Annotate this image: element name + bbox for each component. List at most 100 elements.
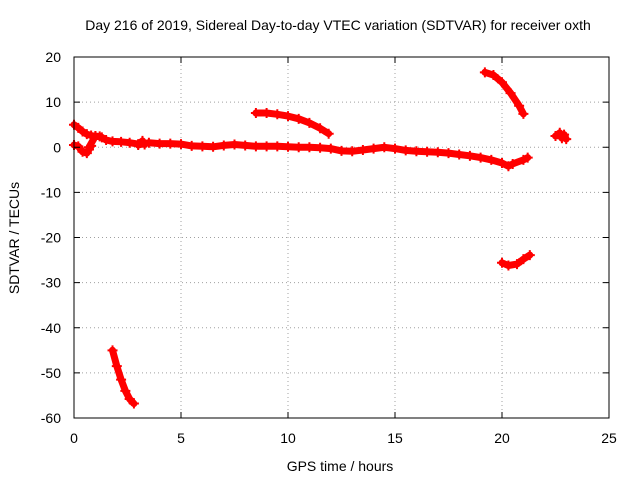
data-point [143,137,154,148]
data-point [304,117,315,128]
x-tick-label: 15 [387,430,403,446]
y-axis-label: SDTVAR / TECUs [6,182,22,294]
data-point [283,111,293,122]
y-tick-label: 20 [45,49,61,65]
data-point [488,70,499,81]
data-point [250,107,261,118]
data-point [336,145,347,156]
series-line [109,346,138,408]
data-point [261,107,272,118]
data-point [518,108,529,119]
data-point [379,142,390,153]
data-point [497,158,507,169]
data-point [272,109,283,120]
data-point [486,154,497,165]
series-arc-4 [133,137,533,172]
data-point [368,143,379,154]
data-point [90,130,101,141]
data-point [73,141,84,152]
x-tick-label: 10 [280,430,296,446]
data-point [128,398,139,409]
data-point [505,88,516,99]
y-tick-label: -60 [41,410,61,426]
data-point [83,142,94,153]
data-point [454,149,465,160]
series-arc-9 [107,345,139,409]
series-arc-6 [479,67,529,119]
data-point [218,140,229,151]
data-point [272,141,283,152]
series-arc-8 [497,250,535,271]
data-point [561,134,572,145]
y-tick-label: -10 [41,184,61,200]
data-point [154,138,165,149]
data-point [518,254,529,265]
data-point [390,143,400,154]
data-series [69,67,572,409]
data-point [229,139,240,150]
data-point [315,142,326,153]
data-point [197,141,208,152]
data-point [357,144,368,155]
chart-title: Day 216 of 2019, Sidereal Day-to-day VTE… [85,17,591,33]
x-tick-label: 0 [70,430,78,446]
data-point [503,260,514,271]
data-point [475,152,486,163]
data-point [176,139,186,150]
x-axis-label: GPS time / hours [287,458,394,474]
data-point [347,146,358,157]
data-point [186,140,197,151]
data-point [120,385,131,396]
data-point [107,345,118,356]
data-point [497,77,507,88]
x-tick-label: 5 [177,430,185,446]
data-point [165,138,176,149]
data-point [432,147,443,158]
x-tick-label: 25 [601,430,617,446]
axis-ticks: 0 5 10 15 20 25 -60 -50 -40 -30 -20 -10 0 10 20 [41,49,617,446]
y-tick-label: -50 [41,365,61,381]
series-arc-5 [250,107,334,139]
series-line [481,68,527,118]
data-point [497,257,507,268]
data-point [559,129,570,140]
data-point [240,140,251,151]
y-tick-label: 10 [45,94,61,110]
x-tick-label: 20 [494,430,510,446]
data-point [464,150,475,161]
data-point [400,145,411,156]
data-point [507,158,518,169]
grid [74,57,609,418]
data-point [133,139,144,150]
data-point [116,374,127,385]
data-point [283,141,293,152]
y-tick-label: 0 [53,139,61,155]
data-point [323,128,334,139]
data-point [111,361,122,372]
data-point [124,137,135,148]
data-point [522,152,533,163]
data-point [261,141,272,152]
data-point [479,67,490,78]
y-tick-label: -20 [41,230,61,246]
data-point [101,135,112,146]
data-point [107,136,118,147]
data-point [250,141,261,152]
data-point [443,148,454,159]
data-point [524,250,535,261]
data-point [293,142,304,153]
y-tick-label: -40 [41,320,61,336]
data-point [315,123,326,134]
data-point [304,142,315,153]
data-point [422,146,433,157]
y-tick-label: -30 [41,275,61,291]
series-arc-7 [550,127,572,145]
data-point [325,143,336,154]
data-point [208,141,219,152]
data-point [514,100,525,111]
data-point [411,146,422,157]
data-point [116,136,127,147]
data-point [293,113,304,124]
data-point [511,259,522,270]
